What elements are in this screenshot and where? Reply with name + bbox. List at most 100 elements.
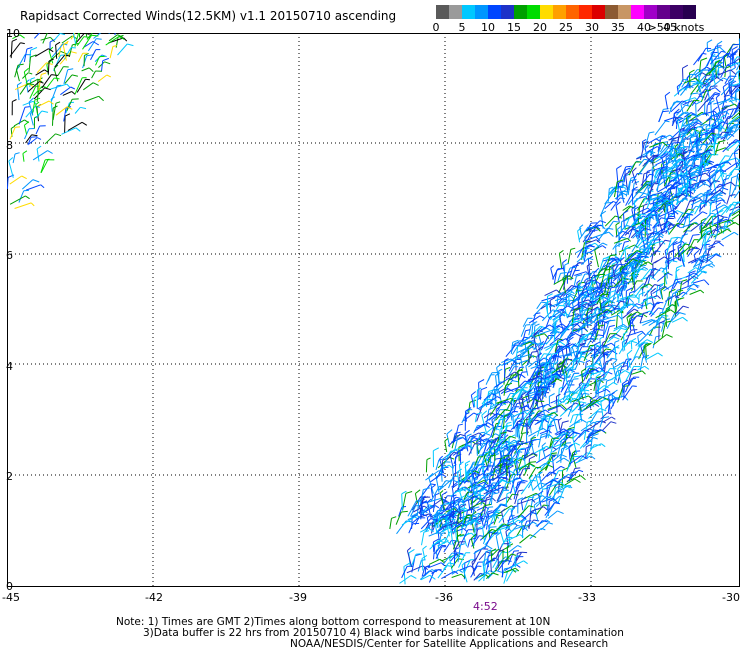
wind-barb bbox=[625, 180, 631, 197]
wind-barb bbox=[696, 166, 701, 182]
wind-barb-flag bbox=[558, 325, 565, 329]
wind-barb-flag bbox=[580, 337, 587, 341]
wind-barb bbox=[594, 325, 600, 341]
wind-barb-flag bbox=[474, 506, 480, 509]
wind-barb bbox=[639, 319, 653, 324]
wind-barb bbox=[534, 362, 543, 377]
wind-barb bbox=[437, 531, 440, 541]
wind-barb-flag bbox=[717, 218, 723, 222]
wind-barb-flag bbox=[642, 138, 647, 142]
wind-barb-flag bbox=[661, 165, 669, 169]
wind-barb-flag bbox=[687, 85, 693, 88]
wind-barb-flag bbox=[636, 250, 643, 254]
wind-barb-flag bbox=[14, 152, 20, 155]
wind-barb bbox=[420, 574, 431, 581]
wind-barb bbox=[458, 464, 462, 483]
wind-barb bbox=[665, 260, 668, 279]
wind-barb-flag bbox=[557, 378, 563, 382]
wind-barb bbox=[425, 470, 440, 481]
wind-barb bbox=[665, 224, 670, 236]
wind-barb-flag bbox=[542, 403, 548, 409]
wind-barb-flag bbox=[604, 296, 609, 300]
wind-barb-flag bbox=[583, 323, 590, 325]
wind-barb bbox=[682, 134, 692, 142]
wind-barb-flag bbox=[664, 91, 671, 97]
wind-barb-flag bbox=[410, 575, 417, 579]
wind-barb-flag bbox=[714, 93, 720, 96]
wind-barb bbox=[637, 302, 651, 309]
wind-barb-flag bbox=[580, 475, 586, 481]
wind-barb-flag bbox=[573, 316, 579, 320]
wind-barb-flag bbox=[601, 353, 609, 356]
wind-barb-flag bbox=[661, 135, 666, 138]
wind-barb bbox=[472, 488, 485, 494]
wind-barb bbox=[529, 495, 534, 513]
wind-barb-flag bbox=[422, 545, 427, 550]
colorbar-swatch bbox=[579, 5, 592, 19]
wind-barb-flag bbox=[503, 448, 510, 451]
wind-barb-flag bbox=[499, 476, 507, 479]
wind-barb-flag bbox=[527, 344, 533, 348]
wind-barb bbox=[695, 104, 697, 119]
wind-barb-flag bbox=[474, 470, 480, 474]
wind-barb bbox=[483, 511, 489, 529]
wind-barb-flag bbox=[530, 509, 536, 512]
wind-barb-flag bbox=[17, 81, 22, 86]
wind-barb bbox=[623, 169, 626, 183]
wind-barb-flag bbox=[665, 190, 670, 194]
wind-barb bbox=[442, 526, 450, 533]
wind-barb bbox=[604, 190, 615, 205]
wind-barb bbox=[671, 175, 685, 189]
wind-barb bbox=[714, 219, 731, 226]
wind-barb-flag bbox=[391, 516, 397, 519]
wind-barb bbox=[603, 368, 611, 380]
wind-barb-flag bbox=[571, 449, 577, 454]
wind-barb-flag bbox=[596, 239, 601, 244]
wind-barb bbox=[682, 275, 695, 285]
colorbar-swatch bbox=[657, 5, 670, 19]
wind-barb bbox=[535, 496, 547, 507]
wind-barb bbox=[722, 86, 727, 103]
wind-barb-flag bbox=[586, 303, 592, 308]
wind-barb-flag bbox=[470, 533, 477, 539]
wind-barb bbox=[640, 295, 652, 305]
wind-barb-flag bbox=[680, 249, 686, 254]
wind-barb-flag bbox=[520, 514, 527, 520]
wind-barb bbox=[586, 266, 591, 281]
wind-barb-flag bbox=[606, 389, 611, 393]
wind-barb bbox=[710, 65, 718, 81]
wind-barb bbox=[692, 256, 701, 268]
wind-barb-flag bbox=[691, 92, 699, 95]
wind-barb-flag bbox=[666, 334, 673, 338]
wind-barb bbox=[624, 247, 627, 261]
wind-barb bbox=[657, 184, 671, 193]
wind-barb bbox=[635, 182, 648, 196]
wind-barb bbox=[570, 327, 585, 335]
wind-barb-flag bbox=[634, 198, 640, 202]
wind-barb bbox=[723, 129, 730, 137]
wind-barb bbox=[731, 49, 734, 67]
wind-barb-flag bbox=[603, 311, 609, 314]
wind-barb-flag bbox=[451, 479, 458, 483]
wind-barb-flag bbox=[644, 343, 650, 346]
wind-barb-flag bbox=[727, 161, 732, 166]
wind-barb-flag bbox=[707, 258, 714, 264]
wind-barb bbox=[389, 518, 392, 530]
wind-barb-flag bbox=[713, 74, 720, 78]
wind-barb-flag bbox=[563, 431, 570, 436]
wind-barb bbox=[472, 488, 477, 501]
wind-barb-flag bbox=[570, 293, 577, 298]
wind-barb-flag bbox=[640, 227, 646, 233]
wind-map-plot[interactable] bbox=[6, 23, 740, 587]
wind-barb-flag bbox=[621, 365, 627, 368]
wind-barb-flag bbox=[537, 326, 543, 332]
wind-barb-flag bbox=[685, 111, 691, 115]
wind-barb-flag bbox=[554, 328, 561, 332]
wind-barb bbox=[693, 150, 709, 158]
wind-barb bbox=[721, 175, 727, 193]
wind-barb-flag bbox=[596, 362, 602, 367]
wind-barb-flag bbox=[494, 557, 499, 561]
wind-barb-flag bbox=[533, 521, 537, 525]
wind-barb bbox=[559, 285, 572, 298]
wind-barb-flag bbox=[514, 554, 519, 558]
